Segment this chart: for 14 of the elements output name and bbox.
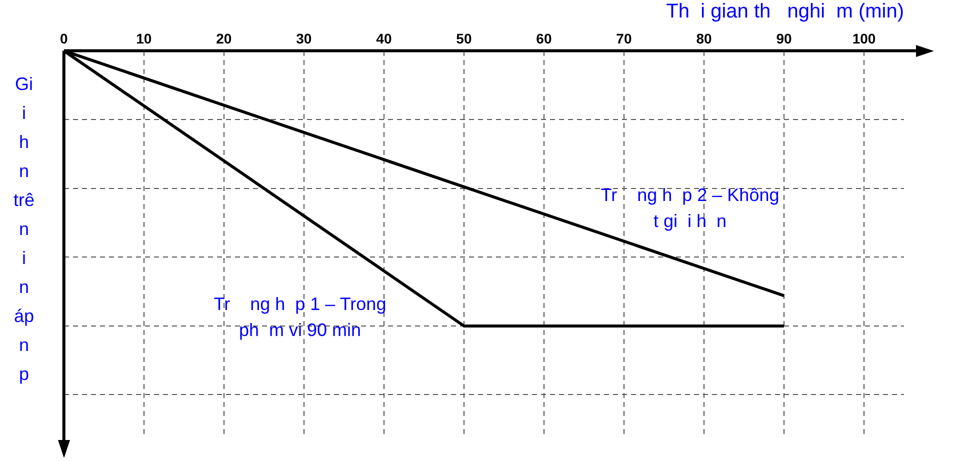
x-tick-label: 70 (616, 30, 632, 46)
x-tick-label: 20 (216, 30, 232, 46)
text: Gi i h n trê n i n áp n p (13, 74, 34, 384)
x-tick-label: 10 (136, 30, 152, 46)
x-tick-label: 80 (696, 30, 712, 46)
x-axis-title: Th i gian th nghi m (min) (666, 0, 904, 23)
x-tick-label: 30 (296, 30, 312, 46)
x-tick-label: 50 (456, 30, 472, 46)
x-tick-label: 100 (852, 30, 876, 46)
x-tick-label: 90 (776, 30, 792, 46)
x-tick-label: 60 (536, 30, 552, 46)
x-tick-label: 0 (60, 30, 68, 46)
x-tick-label: 40 (376, 30, 392, 46)
series-label: Tr ng h p 2 – Không t gi i h n (600, 184, 780, 231)
